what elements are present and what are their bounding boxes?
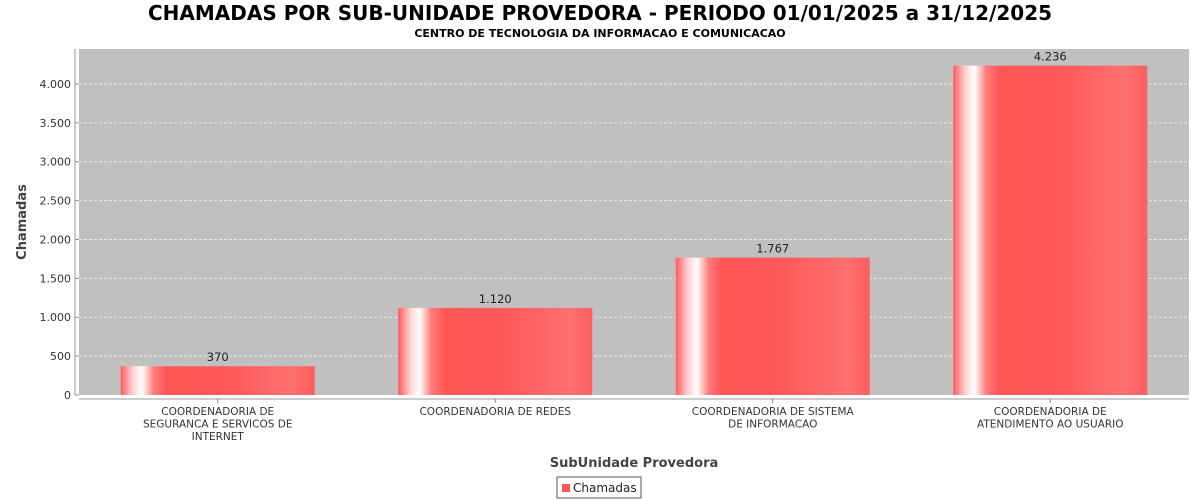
x-tick-label: SEGURANCA E SERVICOS DE [143, 419, 292, 431]
y-tick-label: 0 [64, 389, 71, 402]
bar [953, 65, 1148, 395]
bar [120, 366, 315, 395]
x-tick-label: INTERNET [192, 431, 245, 443]
data-labels: 370 1.120 1.767 4.236 [207, 50, 1067, 365]
bar [398, 307, 593, 395]
chart-title: CHAMADAS POR SUB-UNIDADE PROVEDORA - PER… [148, 1, 1052, 25]
legend: Chamadas [556, 476, 642, 499]
x-tick-label: COORDENADORIA DE REDES [419, 406, 571, 418]
y-tick-label: 3.000 [40, 156, 72, 169]
bars [120, 65, 1148, 395]
x-tick-label: COORDENADORIA DE [994, 406, 1107, 418]
y-tick-label: 4.000 [40, 78, 72, 91]
y-tick-label: 1.500 [40, 272, 72, 285]
data-label: 4.236 [1034, 50, 1067, 64]
bar [675, 257, 870, 395]
chart-subtitle: CENTRO DE TECNOLOGIA DA INFORMACAO E COM… [414, 27, 785, 40]
legend-box [556, 476, 642, 499]
y-tick-label: 2.000 [40, 233, 72, 246]
data-label: 1.767 [756, 242, 789, 256]
data-label: 1.120 [479, 292, 512, 306]
y-tick-label: 2.500 [40, 195, 72, 208]
y-tick-label: 1.000 [40, 311, 72, 324]
legend-label: Chamadas [573, 481, 637, 495]
legend-swatch [562, 484, 570, 492]
x-tick-label: COORDENADORIA DE [161, 406, 274, 418]
x-axis-label: SubUnidade Provedora [550, 456, 719, 471]
y-tick-label: 3.500 [40, 117, 72, 130]
y-axis-label: Chamadas [15, 184, 30, 260]
y-tick-labels: 0 500 1.000 1.500 2.000 2.500 3.000 3.500 4.000 [40, 78, 72, 402]
y-tick-label: 500 [50, 350, 71, 363]
x-tick-label: COORDENADORIA DE SISTEMA [692, 406, 855, 418]
x-tick-label: DE INFORMACAO [728, 419, 817, 431]
axes [74, 49, 1189, 403]
x-tick-label: ATENDIMENTO AO USUARIO [977, 419, 1124, 431]
data-label: 370 [207, 350, 229, 364]
